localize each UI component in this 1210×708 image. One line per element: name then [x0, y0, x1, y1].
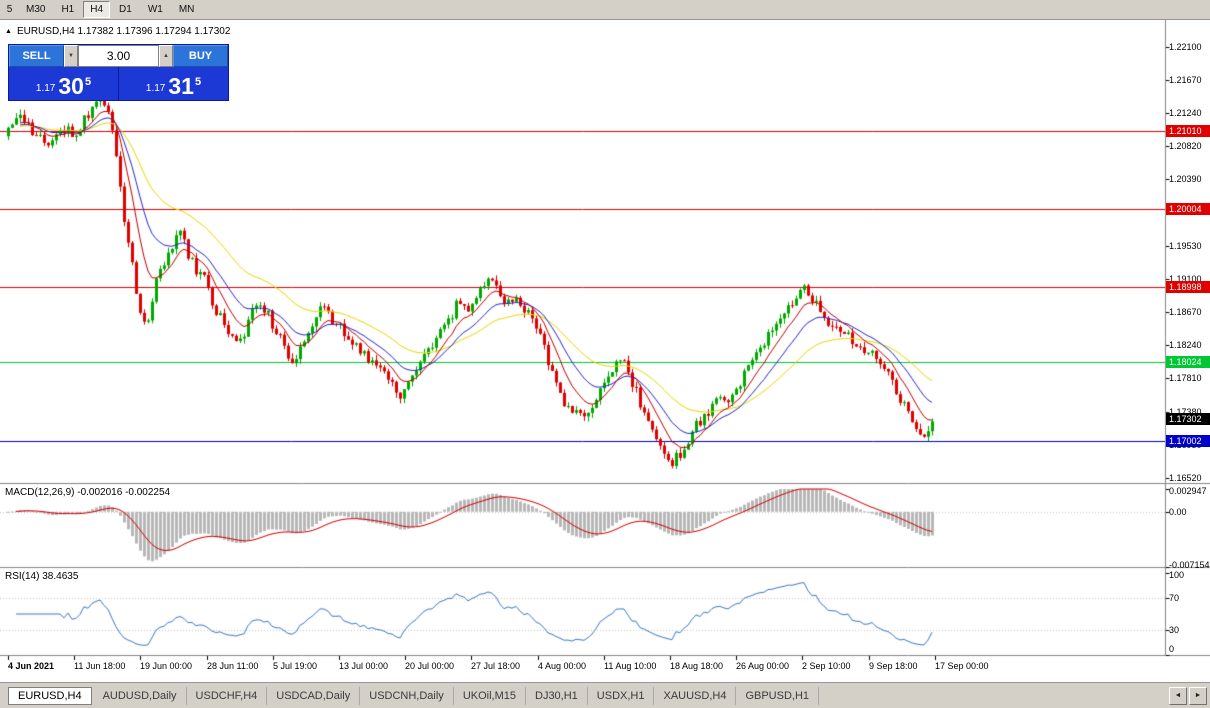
price-tick-label: 1.18670	[1169, 306, 1202, 317]
time-axis-label: 19 Jun 00:00	[140, 661, 193, 671]
time-axis-label: 4 Aug 00:00	[538, 661, 587, 671]
volume-increase-button[interactable]: ▲	[159, 45, 173, 67]
time-axis-label: 2 Sep 10:00	[802, 661, 851, 671]
rsi-axis-label: 100	[1169, 570, 1185, 580]
chart-tabs-bar: EURUSD,H4 AUDUSD,Daily USDCHF,H4 USDCAD,Dai…	[0, 682, 1210, 708]
time-axis-label: 26 Aug 00:00	[736, 661, 790, 671]
time-axis-label: 4 Jun 2021	[8, 661, 55, 671]
one-click-trading-panel: SELL ▼ ▲ BUY 1.17 30 5 1.17 31 5	[8, 44, 229, 101]
buy-button[interactable]: BUY	[173, 45, 228, 67]
macd-axis-label: 0.00	[1169, 506, 1187, 517]
hline-price-label: 1.21010	[1166, 125, 1210, 138]
price-tick-label: 1.19530	[1169, 240, 1202, 251]
timeframe-button-h1[interactable]: H1	[54, 1, 82, 18]
time-axis-label: 13 Jul 00:00	[339, 661, 389, 671]
price-tick-label: 1.22100	[1169, 42, 1202, 52]
price-tick-label: 1.17810	[1169, 373, 1202, 384]
time-axis-label: 17 Sep 00:00	[935, 661, 989, 671]
buy-price-big: 31	[168, 73, 194, 99]
buy-price-display[interactable]: 1.17 31 5	[119, 67, 228, 100]
sell-price-prefix: 1.17	[35, 83, 56, 94]
tab-scroll-arrows: ◄ ►	[1169, 686, 1210, 705]
trade-panel-toggle-icon[interactable]: ▲	[5, 28, 12, 35]
trade-panel-price-row: 1.17 30 5 1.17 31 5	[9, 67, 228, 100]
rsi-axis-label: 70	[1169, 592, 1180, 603]
chart-tab-ukoil-m15[interactable]: UKOil,M15	[454, 686, 526, 705]
hline-price-label: 1.18998	[1166, 280, 1210, 293]
symbol-ohlc-text: EURUSD,H4 1.17382 1.17396 1.17294 1.1730…	[16, 26, 231, 37]
volume-decrease-button[interactable]: ▼	[64, 45, 78, 67]
chart-tab-audusd-daily[interactable]: AUDUSD,Daily	[94, 686, 187, 705]
rsi-indicator-label: RSI(14) 38.4635	[5, 571, 79, 582]
buy-price-prefix: 1.17	[145, 83, 166, 94]
current-price-label: 1.17302	[1166, 412, 1210, 425]
time-axis-label: 28 Jun 11:00	[207, 661, 259, 671]
timeframe-button-5[interactable]: 5	[2, 1, 17, 18]
time-axis-label: 11 Aug 10:00	[604, 661, 657, 671]
time-axis-label: 18 Aug 18:00	[670, 661, 724, 671]
price-tick-label: 1.17380	[1169, 406, 1202, 417]
time-axis-label: 11 Jun 18:00	[74, 661, 126, 671]
chart-tab-eurusd-h4[interactable]: EURUSD,H4	[8, 686, 92, 705]
volume-input[interactable]	[78, 45, 159, 67]
chart-window: ▲ EURUSD,H4 1.17382 1.17396 1.17294 1.173…	[0, 20, 1210, 682]
time-axis-label: 5 Jul 19:00	[273, 661, 318, 671]
timeframe-button-mn[interactable]: MN	[171, 1, 202, 18]
sell-button[interactable]: SELL	[9, 45, 64, 67]
hline-price-label: 1.18024	[1166, 355, 1210, 368]
sell-price-big: 30	[58, 73, 84, 99]
rsi-axis-label: 0	[1169, 644, 1175, 654]
trade-panel-controls-row: SELL ▼ ▲ BUY	[9, 45, 228, 67]
timeframe-toolbar: 5 M30 H1 H4 D1 W1 MN	[0, 0, 1210, 20]
macd-indicator-label: MACD(12,26,9) -0.002016 -0.002254	[5, 487, 171, 498]
price-tick-label: 1.20820	[1169, 140, 1202, 151]
timeframe-button-m30[interactable]: M30	[19, 1, 53, 18]
buy-price-pipette: 5	[194, 76, 202, 88]
time-axis-label: 9 Sep 18:00	[869, 661, 918, 671]
macd-axis-label: 0.002947	[1169, 486, 1207, 496]
tab-scroll-right-button[interactable]: ►	[1189, 686, 1207, 705]
chart-tab-dj30-h1[interactable]: DJ30,H1	[526, 686, 588, 705]
price-tick-label: 1.20390	[1169, 174, 1202, 185]
hline-price-label: 1.17002	[1166, 434, 1210, 447]
timeframe-button-h4[interactable]: H4	[83, 1, 111, 18]
price-tick-label: 1.16520	[1169, 472, 1202, 483]
timeframe-button-d1[interactable]: D1	[112, 1, 139, 18]
price-tick-label: 1.21670	[1169, 75, 1202, 86]
time-axis-label: 27 Jul 18:00	[471, 661, 521, 671]
sell-price-pipette: 5	[84, 76, 92, 88]
time-axis-label: 20 Jul 00:00	[405, 661, 455, 671]
chart-tab-gbpusd-h1[interactable]: GBPUSD,H1	[736, 686, 820, 705]
sell-price-display[interactable]: 1.17 30 5	[9, 67, 119, 100]
rsi-axis-label: 30	[1169, 625, 1180, 636]
timeframe-button-w1[interactable]: W1	[140, 1, 170, 18]
macd-axis-label: -0.007154	[1169, 560, 1210, 570]
chart-tab-usdcad-daily[interactable]: USDCAD,Daily	[267, 686, 361, 705]
tab-scroll-left-button[interactable]: ◄	[1169, 686, 1187, 705]
chart-tab-usdcnh-daily[interactable]: USDCNH,Daily	[360, 686, 454, 705]
chart-tab-xauusd-h4[interactable]: XAUUSD,H4	[654, 686, 737, 705]
chart-canvas[interactable]	[0, 20, 1210, 682]
price-tick-label: 1.21240	[1169, 108, 1202, 119]
hline-price-label: 1.20004	[1166, 202, 1210, 215]
symbol-ohlc-line: ▲ EURUSD,H4 1.17382 1.17396 1.17294 1.173…	[5, 26, 230, 37]
price-tick-label: 1.18240	[1169, 340, 1202, 351]
price-tick-label: 1.19100	[1169, 273, 1202, 284]
chart-tab-usdx-h1[interactable]: USDX,H1	[588, 686, 655, 705]
chart-tab-usdchf-h4[interactable]: USDCHF,H4	[187, 686, 268, 705]
